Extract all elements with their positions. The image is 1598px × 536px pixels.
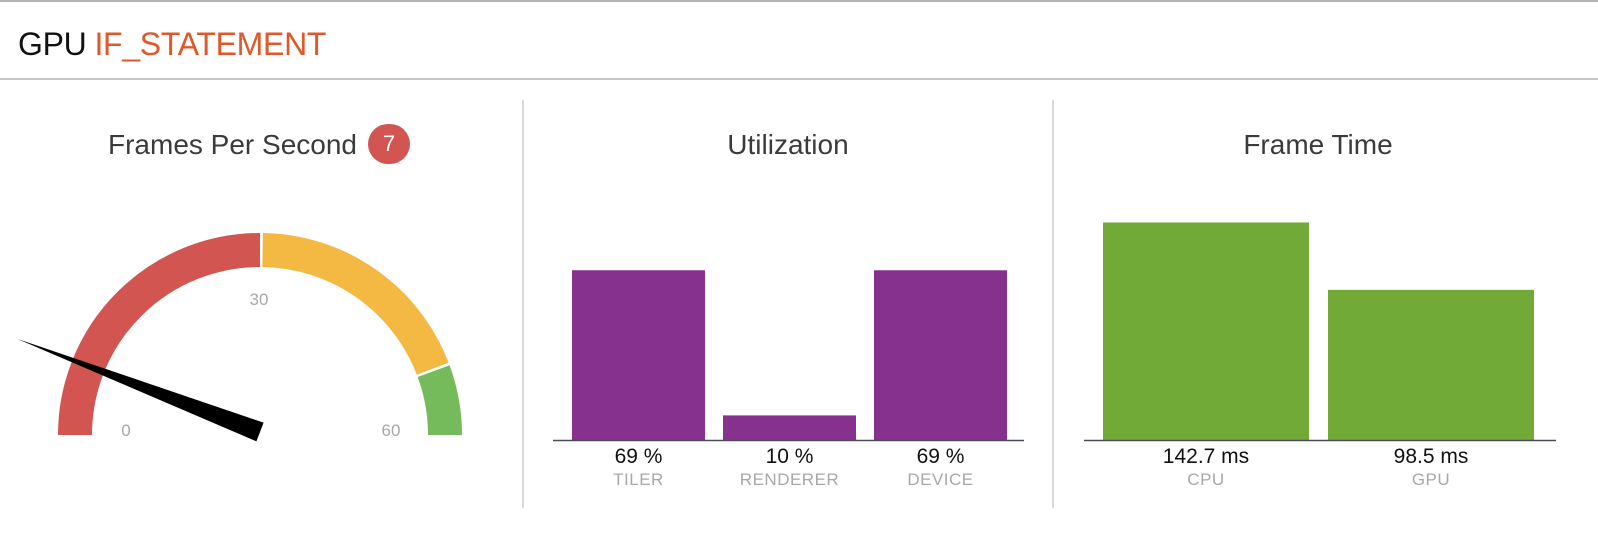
utilization-panel-title: Utilization [727, 129, 849, 160]
gauge-tick-label: 0 [121, 421, 130, 440]
bar-category-label: DEVICE [907, 470, 974, 489]
chart-bar [572, 270, 705, 440]
chart-bar [874, 270, 1007, 440]
gauge-tick-label: 30 [250, 290, 269, 309]
bar-value-label: 98.5 ms [1393, 445, 1469, 468]
panel-divider [522, 100, 524, 508]
header-bar: GPU IF_STATEMENT [0, 2, 1598, 80]
chart-bar [1328, 289, 1534, 440]
bar-category-label: GPU [1411, 470, 1451, 489]
bar-value-label: 10 % [765, 445, 814, 468]
frame-time-panel-title: Frame Time [1243, 129, 1393, 160]
gauge-tick-label: 60 [382, 421, 401, 440]
bar-value-label: 69 % [916, 445, 965, 468]
chart-bar [1103, 222, 1309, 440]
gauge-zone [262, 233, 449, 376]
bar-value-label: 142.7 ms [1162, 445, 1250, 468]
gauge-zone [58, 233, 261, 436]
window-top-border [0, 0, 1598, 2]
bar-category-label: CPU [1187, 470, 1225, 489]
gauge-zone [417, 365, 462, 436]
chart-bar [723, 415, 856, 440]
fps-badge: 7 [368, 124, 410, 164]
gauge-needle [17, 338, 264, 442]
header-prefix: GPU [18, 26, 87, 62]
page-title: GPU IF_STATEMENT [18, 26, 326, 62]
utilization-chart [553, 270, 1024, 442]
bar-category-label: TILER [613, 470, 664, 489]
header-function-name: IF_STATEMENT [94, 26, 327, 62]
bar-value-label: 69 % [614, 445, 663, 468]
bar-category-label: RENDERER [739, 470, 840, 489]
panel-divider [1052, 100, 1054, 508]
fps-gauge: 0 30 60 [17, 233, 462, 442]
fps-panel-title: Frames Per Second [108, 129, 357, 160]
